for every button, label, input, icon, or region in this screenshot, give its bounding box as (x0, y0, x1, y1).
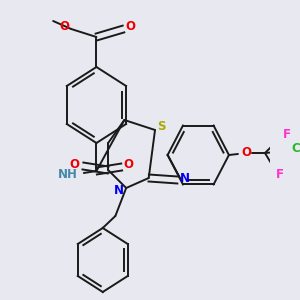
Text: O: O (123, 158, 133, 172)
Text: S: S (157, 121, 166, 134)
Text: O: O (126, 20, 136, 34)
Text: O: O (241, 146, 251, 160)
Text: N: N (180, 172, 190, 185)
Text: Cl: Cl (291, 142, 300, 155)
Text: O: O (59, 20, 69, 34)
Text: O: O (69, 158, 79, 170)
Text: F: F (283, 128, 291, 142)
Text: F: F (275, 169, 284, 182)
Text: N: N (114, 184, 124, 197)
Text: NH: NH (58, 169, 77, 182)
